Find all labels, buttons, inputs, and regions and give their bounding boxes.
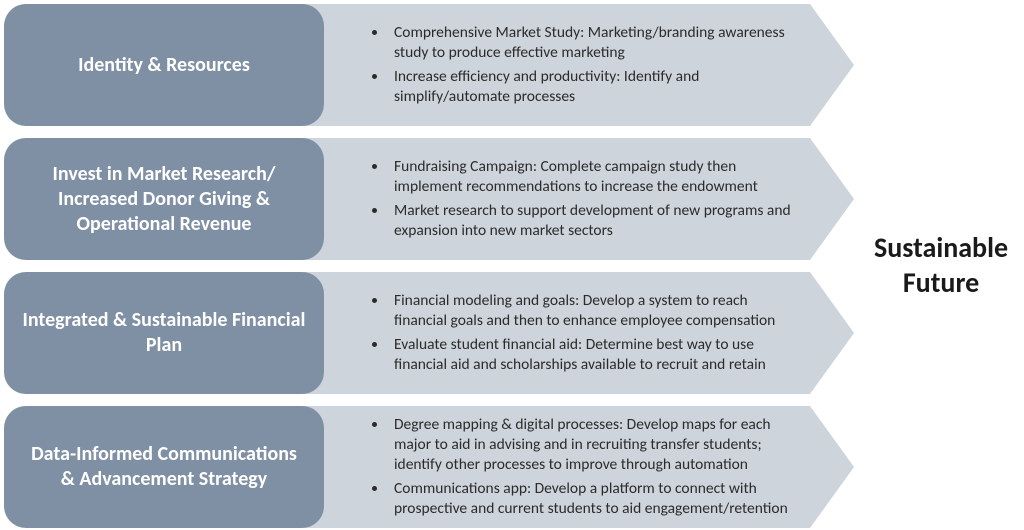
outcome-label: Sustainable Future [864, 230, 1018, 300]
bullet-item: Fundraising Campaign: Complete campaign … [388, 157, 802, 197]
arrow-row: Identity & Resources Comprehensive Marke… [4, 4, 854, 126]
pillar-title-box: Invest in Market Research/ Increased Don… [4, 138, 324, 260]
arrow-body: Identity & Resources Comprehensive Marke… [4, 4, 810, 126]
pillar-title-box: Integrated & Sustainable Financial Plan [4, 272, 324, 394]
bullet-item: Communications app: Develop a platform t… [388, 479, 802, 519]
arrow-body: Invest in Market Research/ Increased Don… [4, 138, 810, 260]
arrow-shaft: Financial modeling and goals: Develop a … [302, 272, 810, 394]
bullet-item: Increase efficiency and productivity: Id… [388, 67, 802, 107]
arrow-row: Integrated & Sustainable Financial Plan … [4, 272, 854, 394]
arrow-shaft: Comprehensive Market Study: Marketing/br… [302, 4, 810, 126]
pillar-title: Data-Informed Communications & Advanceme… [22, 442, 306, 492]
arrow-head-icon [810, 138, 854, 260]
bullet-item: Financial modeling and goals: Develop a … [388, 291, 802, 331]
pillar-title-box: Identity & Resources [4, 4, 324, 126]
bullet-list: Comprehensive Market Study: Marketing/br… [348, 19, 802, 110]
arrow-head-icon [810, 4, 854, 126]
bullet-item: Evaluate student financial aid: Determin… [388, 335, 802, 375]
arrow-body: Integrated & Sustainable Financial Plan … [4, 272, 810, 394]
arrow-row: Invest in Market Research/ Increased Don… [4, 138, 854, 260]
bullet-list: Financial modeling and goals: Develop a … [348, 287, 802, 378]
pillar-title: Integrated & Sustainable Financial Plan [22, 308, 306, 358]
arrow-head-icon [810, 272, 854, 394]
arrow-shaft: Degree mapping & digital processes: Deve… [302, 406, 810, 528]
bullet-item: Comprehensive Market Study: Marketing/br… [388, 23, 802, 63]
arrow-row: Data-Informed Communications & Advanceme… [4, 406, 854, 528]
arrow-body: Data-Informed Communications & Advanceme… [4, 406, 810, 528]
arrow-rows: Identity & Resources Comprehensive Marke… [0, 0, 854, 530]
bullet-item: Market research to support development o… [388, 201, 802, 241]
outcome-column: Sustainable Future [854, 0, 1024, 530]
bullet-list: Fundraising Campaign: Complete campaign … [348, 153, 802, 244]
arrow-shaft: Fundraising Campaign: Complete campaign … [302, 138, 810, 260]
bullet-item: Degree mapping & digital processes: Deve… [388, 415, 802, 474]
pillar-title-box: Data-Informed Communications & Advanceme… [4, 406, 324, 528]
pillar-title: Identity & Resources [78, 53, 250, 78]
bullet-list: Degree mapping & digital processes: Deve… [348, 411, 802, 522]
diagram-container: Identity & Resources Comprehensive Marke… [0, 0, 1024, 530]
pillar-title: Invest in Market Research/ Increased Don… [22, 162, 306, 237]
arrow-head-icon [810, 406, 854, 528]
